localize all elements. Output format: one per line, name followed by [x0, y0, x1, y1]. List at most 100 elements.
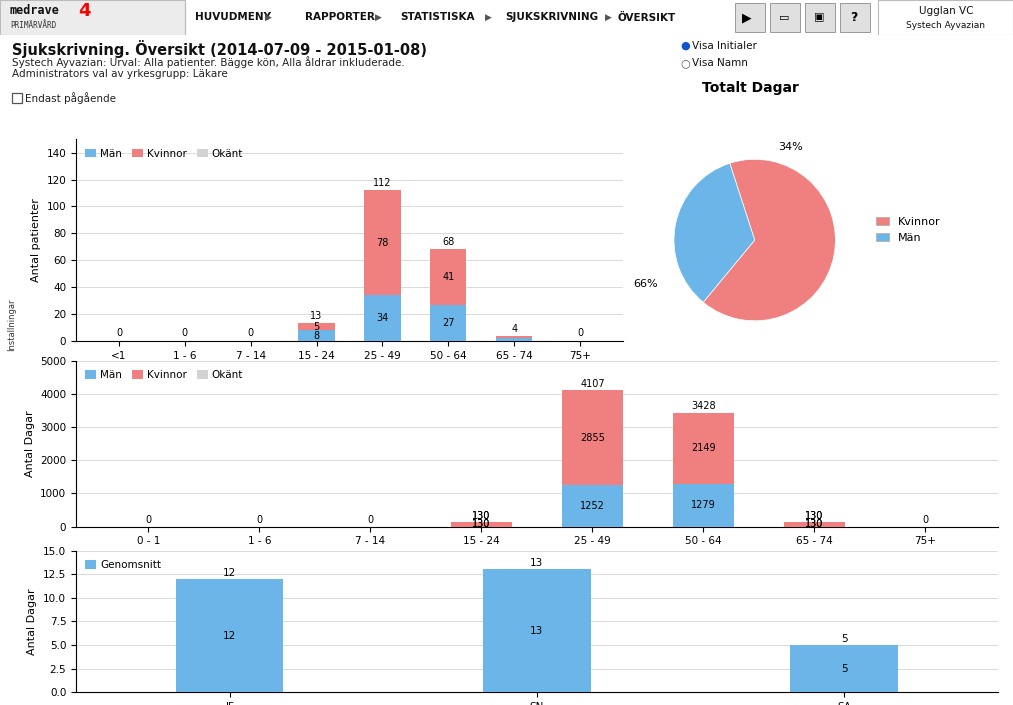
Text: Ugglan VC: Ugglan VC — [919, 6, 973, 16]
Bar — [299, 324, 334, 330]
Text: 0: 0 — [247, 329, 253, 338]
Text: Systech Ayvazian: Urval: Alla patienter. Bägge kön, Alla åldrar inkluderade.: Systech Ayvazian: Urval: Alla patienter.… — [12, 56, 405, 68]
Bar — [496, 336, 532, 338]
Y-axis label: Antal Dagar: Antal Dagar — [24, 410, 34, 477]
Text: 0: 0 — [145, 515, 152, 525]
Text: Systech Ayvazian: Systech Ayvazian — [907, 20, 986, 30]
Text: 112: 112 — [373, 178, 392, 188]
Bar — [878, 0, 1013, 35]
Text: 130: 130 — [472, 520, 490, 529]
Text: 34: 34 — [376, 313, 389, 323]
Text: 27: 27 — [442, 318, 455, 328]
Text: 0: 0 — [368, 515, 374, 525]
Text: 4: 4 — [512, 324, 518, 333]
Bar — [365, 190, 400, 295]
Legend: Män, Kvinnor, Okänt: Män, Kvinnor, Okänt — [81, 366, 247, 384]
Text: 78: 78 — [376, 238, 389, 247]
Text: 130: 130 — [805, 510, 824, 520]
Bar — [431, 305, 466, 341]
Text: 4107: 4107 — [580, 379, 605, 388]
Text: 0: 0 — [115, 329, 122, 338]
Text: 66%: 66% — [633, 279, 658, 290]
Text: 130: 130 — [472, 520, 490, 529]
Text: 130: 130 — [805, 520, 824, 529]
Text: STATISTISKA: STATISTISKA — [400, 13, 474, 23]
Bar — [805, 3, 835, 32]
Bar — [673, 484, 733, 527]
Text: Visa Initialer: Visa Initialer — [692, 41, 757, 51]
Text: 0: 0 — [181, 329, 187, 338]
Text: 34%: 34% — [779, 142, 803, 152]
Text: 2149: 2149 — [691, 443, 716, 453]
Bar — [299, 330, 334, 341]
Bar — [0, 0, 185, 35]
Text: medrave: medrave — [10, 4, 60, 18]
Text: 12: 12 — [223, 568, 236, 578]
X-axis label: Åldersgrupper - år: Åldersgrupper - år — [486, 552, 588, 564]
Bar — [496, 338, 532, 341]
Bar — [483, 570, 591, 692]
Text: Sjukskrivning. Översikt (2014-07-09 - 2015-01-08): Sjukskrivning. Översikt (2014-07-09 - 20… — [12, 40, 427, 58]
Text: 41: 41 — [442, 272, 455, 282]
Text: Administrators val av yrkesgrupp: Läkare: Administrators val av yrkesgrupp: Läkare — [12, 69, 228, 79]
Text: ●: ● — [680, 41, 690, 51]
Text: ?: ? — [850, 11, 858, 24]
Text: ▶: ▶ — [264, 13, 271, 22]
Text: ▶: ▶ — [743, 11, 752, 24]
Legend: Kvinnor, Män: Kvinnor, Män — [871, 213, 945, 247]
Text: 130: 130 — [472, 510, 490, 520]
Text: ○: ○ — [680, 58, 690, 68]
Text: 13: 13 — [530, 558, 544, 568]
Bar — [176, 579, 284, 692]
X-axis label: Åldersgrupper - år: Åldersgrupper - år — [299, 366, 400, 378]
Y-axis label: Antal patienter: Antal patienter — [31, 198, 41, 282]
Text: 130: 130 — [472, 510, 490, 520]
Text: ▶: ▶ — [484, 13, 491, 22]
Bar — [562, 391, 623, 485]
Text: 13: 13 — [310, 312, 323, 321]
Wedge shape — [674, 164, 755, 302]
Bar — [673, 413, 733, 484]
Legend: Män, Kvinnor, Okänt: Män, Kvinnor, Okänt — [81, 145, 247, 163]
Text: 13: 13 — [530, 626, 544, 636]
Text: 5: 5 — [841, 663, 848, 674]
Text: PRIMÄRVÅRD: PRIMÄRVÅRD — [10, 20, 57, 30]
Bar — [431, 250, 466, 305]
Legend: Genomsnitt: Genomsnitt — [81, 556, 165, 574]
Text: Totalt Dagar: Totalt Dagar — [702, 81, 798, 95]
Text: 68: 68 — [442, 238, 455, 247]
Text: 2855: 2855 — [580, 433, 605, 443]
Y-axis label: Antal Dagar: Antal Dagar — [27, 588, 37, 655]
Text: 0: 0 — [577, 329, 583, 338]
Text: Installningar: Installningar — [7, 299, 15, 351]
Text: 1279: 1279 — [691, 501, 716, 510]
Text: SJUKSKRIVNING: SJUKSKRIVNING — [505, 13, 598, 23]
Text: ▣: ▣ — [813, 13, 825, 23]
Wedge shape — [703, 159, 836, 321]
Bar — [451, 522, 512, 527]
Text: ▶: ▶ — [375, 13, 381, 22]
Bar — [784, 522, 845, 527]
Text: 0: 0 — [922, 515, 929, 525]
Bar — [365, 295, 400, 341]
Text: 130: 130 — [805, 510, 824, 520]
Text: 5: 5 — [313, 321, 320, 332]
Text: 3428: 3428 — [691, 401, 716, 411]
Bar — [840, 3, 870, 32]
Bar — [770, 3, 800, 32]
Text: ▶: ▶ — [605, 13, 612, 22]
Bar — [12, 93, 22, 103]
Text: ▭: ▭ — [779, 13, 789, 23]
Text: Endast pågående: Endast pågående — [25, 92, 116, 104]
Text: 12: 12 — [223, 630, 236, 641]
Text: 5: 5 — [841, 634, 848, 644]
Text: Visa Namn: Visa Namn — [692, 58, 748, 68]
Bar — [790, 645, 898, 692]
Text: 4: 4 — [78, 2, 90, 20]
Text: Brutto: Brutto — [327, 379, 372, 391]
Text: RAPPORTER: RAPPORTER — [305, 13, 375, 23]
Bar — [562, 485, 623, 527]
Bar — [735, 3, 765, 32]
Text: 130: 130 — [805, 520, 824, 529]
Text: 0: 0 — [256, 515, 262, 525]
